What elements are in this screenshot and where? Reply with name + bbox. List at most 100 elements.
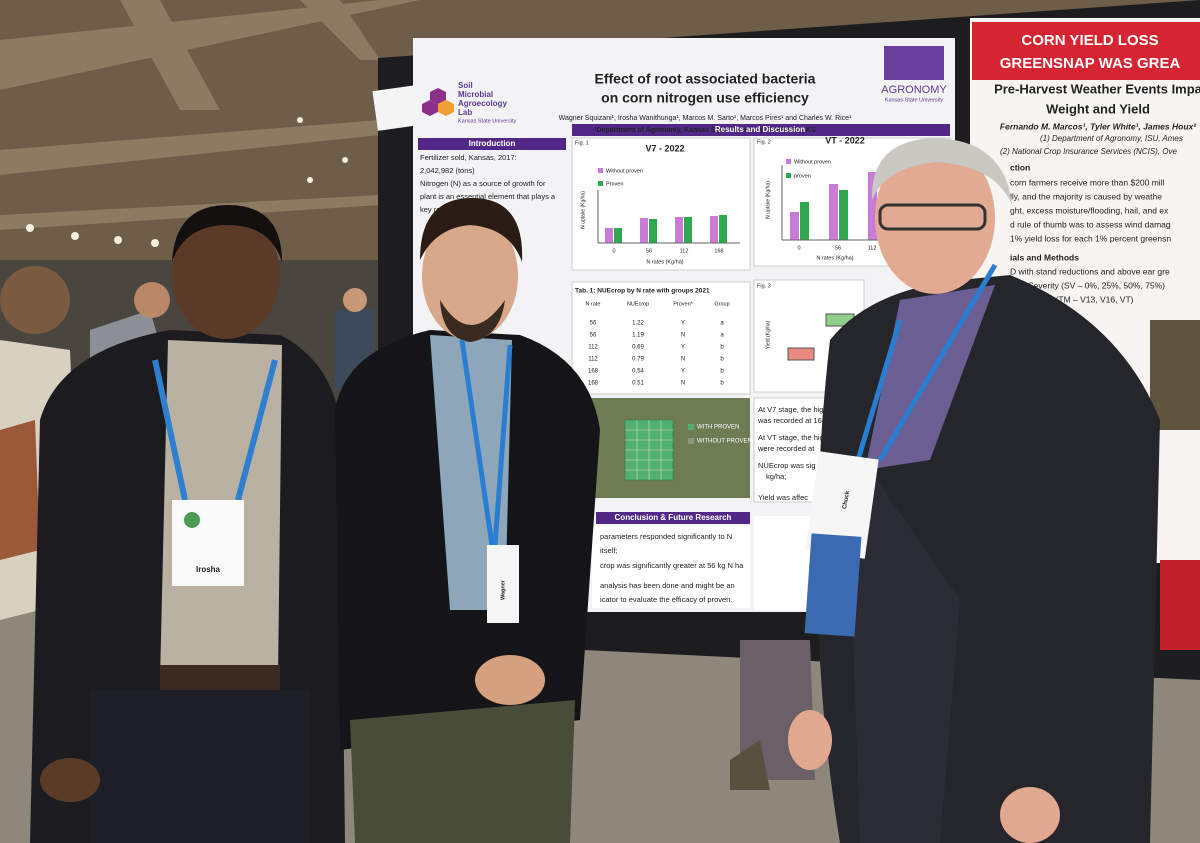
- axis-label: N uptake (Kg/ha): [765, 181, 771, 219]
- badge-name: Wagner: [500, 579, 506, 600]
- table-cell: 0.79: [632, 357, 644, 363]
- figure-title: VT - 2022: [825, 135, 865, 145]
- table-cell: b: [720, 357, 724, 363]
- results-text: At VT stage, the hig: [758, 433, 824, 442]
- map-legend: WITHOUT PROVEN: [697, 439, 752, 445]
- badge-name: Chuck: [842, 490, 851, 510]
- category-label: 56: [835, 245, 841, 251]
- intro-text: Nitrogen (N) as a source of growth for: [420, 179, 546, 188]
- legend-entry: proven: [794, 173, 811, 179]
- right-poster-banner: [972, 22, 1200, 80]
- table-cell: 56: [590, 321, 597, 327]
- right-poster-affiliation: (2) National Crop Insurance Services (NC…: [1000, 147, 1178, 156]
- ceiling-lights: [26, 117, 348, 248]
- figure-label: Fig. 1: [575, 140, 589, 146]
- right-poster-authors: Fernando M. Marcos¹, Tyler White¹, James…: [1000, 121, 1197, 131]
- table-cell: 1.22: [632, 321, 644, 327]
- table-cell: Y: [681, 321, 685, 327]
- conclusion-text: itself;: [600, 546, 618, 555]
- right-poster-text: ght, excess moisture/flooding, hail, and…: [1010, 205, 1169, 215]
- intro-text: 2,042,982 (tons): [420, 166, 475, 175]
- poster-panels: [372, 46, 951, 610]
- intro-text: key role: [420, 205, 446, 214]
- map-legend: WITH PROVEN: [697, 425, 739, 431]
- poster-title: on corn nitrogen use efficiency: [601, 90, 809, 106]
- poster-authors: Wagner Squizani¹, Irosha Wanithunga¹, Ma…: [559, 115, 852, 122]
- table-cell: 0.51: [632, 381, 644, 387]
- conclusion-text: crop was significantly greater at 56 kg …: [600, 561, 744, 570]
- poster-text: Effect of root associated bacteria on cor…: [420, 32, 1200, 604]
- poster-department: ¹Department of Agronomy, Kansas State Un…: [594, 127, 816, 134]
- table-cell: 56: [590, 333, 597, 339]
- right-poster-text: Timing (TM – V13, V16, VT): [1028, 294, 1134, 304]
- results-text: were recorded at: [757, 444, 815, 453]
- figure-label: Fig. 2: [757, 139, 771, 145]
- lab-logo: Microbial: [458, 90, 493, 99]
- section-header: Results and Discussion: [715, 125, 805, 134]
- lab-logo: Kansas State University: [458, 118, 517, 124]
- banner-text: GREENSNAP WAS GREA: [1000, 55, 1181, 72]
- intro-text: plant is an essential element that plays…: [420, 192, 556, 201]
- board-fabric: [1150, 320, 1200, 430]
- person-right: [788, 138, 1160, 843]
- category-label: 0: [612, 248, 615, 254]
- table-cell: 0.54: [632, 369, 644, 375]
- results-text: was recorded at 168: [757, 416, 826, 425]
- right-poster-text: D with stand reductions and above ear gr…: [1010, 266, 1170, 276]
- conclusion-text: analysis has been done and might be an: [600, 581, 735, 590]
- table-cell: 168: [588, 369, 599, 375]
- agronomy-logo: AGRONOMY: [881, 84, 947, 96]
- table-header: N rate: [586, 301, 601, 307]
- table-cell: 0.69: [632, 345, 644, 351]
- figure-label: Fig. 3: [757, 283, 771, 289]
- table-cell: b: [720, 381, 724, 387]
- results-text: NUEcrop was sig: [758, 461, 816, 470]
- table-header: Group: [714, 301, 729, 307]
- table-header: NUEcrop: [627, 301, 649, 307]
- lab-logo: Agroecology: [458, 99, 507, 108]
- table-cell: b: [720, 345, 724, 351]
- legend-entry: Without proven: [794, 159, 831, 165]
- right-poster-text: Severity (SV – 0%, 25%, 50%, 75%): [1028, 280, 1165, 290]
- table-cell: N: [681, 333, 685, 339]
- category-label: 112: [680, 248, 689, 254]
- red-poster-edge: [1160, 560, 1200, 650]
- axis-label: N rates (Kg/ha): [816, 255, 853, 261]
- table-cell: a: [720, 321, 724, 327]
- legend-entry: Proven: [606, 181, 623, 187]
- table-cell: 112: [588, 357, 598, 363]
- poster-title: Effect of root associated bacteria: [595, 71, 816, 87]
- intro-text: Fertilizer sold, Kansas, 2017:: [420, 153, 517, 162]
- conclusion-text: parameters responded significantly to N: [600, 532, 732, 541]
- badge-text: Irosha Wagner Chuck: [196, 490, 851, 600]
- section-header: Conclusion & Future Research: [615, 513, 732, 522]
- badge-name: Irosha: [196, 565, 221, 574]
- table-title: Tab. 1: NUEcrop by N rate with groups 20…: [575, 288, 710, 295]
- axis-label: Yield (Kg/ha): [765, 320, 771, 349]
- results-text: kg/ha;: [766, 472, 786, 481]
- person-middle: [335, 198, 600, 843]
- figure-title: V7 - 2022: [645, 143, 684, 153]
- banner-text: CORN YIELD LOSS: [1021, 32, 1158, 49]
- table-cell: N: [681, 357, 685, 363]
- right-poster-title: Pre-Harvest Weather Events Impa: [994, 81, 1200, 96]
- table-cell: Y: [681, 369, 685, 375]
- lab-logo: Soil: [458, 81, 473, 90]
- table-header: Proven*: [673, 301, 693, 307]
- category-label: 168: [714, 248, 723, 254]
- lab-logo: Lab: [458, 108, 472, 117]
- table-cell: 112: [588, 345, 598, 351]
- results-text: Yield was affec: [758, 493, 808, 502]
- table-cell: N: [681, 381, 685, 387]
- results-text: At V7 stage, the highe: [758, 405, 832, 414]
- table-cell: b: [720, 369, 724, 375]
- right-poster-text: ials and Methods: [1010, 252, 1079, 262]
- table-cell: 1.19: [632, 333, 644, 339]
- agronomy-logo: Kansas State University: [885, 97, 944, 103]
- right-poster-affiliation: (1) Department of Agronomy, ISU, Ames: [1040, 134, 1183, 143]
- person-left: [30, 205, 345, 843]
- right-poster-text: corn farmers receive more than $200 mill: [1010, 177, 1165, 187]
- category-label: 56: [646, 248, 652, 254]
- category-label: 112: [868, 245, 877, 251]
